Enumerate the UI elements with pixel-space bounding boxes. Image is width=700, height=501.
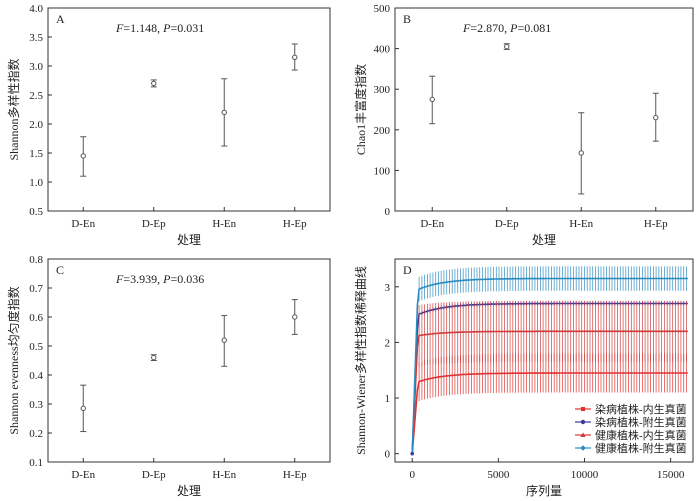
series-1 [411,353,688,454]
y-tick-label: 2.0 [29,119,43,131]
mean-point [80,405,86,412]
error-whiskers [418,266,687,302]
mean-point [292,314,298,320]
stat-annotation: F=1.148, P=0.031 [115,21,204,35]
y-tick-label: 0.2 [29,428,43,440]
y-axis-title: Shannon evenness均匀度指数 [6,286,21,434]
mean-point [429,96,435,103]
mean-point [221,109,227,116]
origin-point [410,451,415,456]
mean-point [151,80,157,87]
y-tick-label: 400 [374,44,391,56]
legend-label: 健康植株-附生真菌 [595,441,687,455]
mean-point [292,54,298,60]
panel-letter: D [403,263,412,277]
x-tick-label: H-Ep [283,469,307,481]
series-3 [411,300,688,454]
legend-marker [580,419,586,425]
stat-annotation: F=2.870, P=0.081 [462,21,551,35]
legend-label: 健康植株-内生真菌 [595,428,687,442]
x-tick-label: 5000 [487,469,510,481]
panel-letter: B [403,12,411,26]
error-whiskers [418,300,687,367]
mean-point [221,337,227,343]
rarefaction-curve [411,330,688,454]
y-tick-label: 0.4 [29,370,43,382]
legend-label: 染病植株-附生真菌 [595,415,687,429]
y-tick-label: 0 [385,206,391,218]
legend-label: 染病植株-内生真菌 [595,402,687,416]
legend-marker [580,432,586,437]
panel-letter: C [56,263,64,277]
mean-point [504,43,510,50]
y-tick-label: 1.5 [29,148,43,160]
x-tick-label: 10000 [571,469,599,481]
series-4 [411,266,688,454]
stat-annotation: F=3.939, P=0.036 [115,272,204,286]
y-tick-label: 0.8 [29,254,43,266]
y-tick-label: 0.5 [29,206,43,218]
mean-point [653,114,659,121]
x-axis-title: 处理 [177,233,201,247]
y-tick-label: 3.5 [29,32,43,44]
y-tick-label: 0.1 [29,457,43,469]
x-tick-label: H-En [212,469,236,481]
x-tick-label: 15000 [657,469,685,481]
plot-frame [394,7,694,212]
y-tick-label: 0.6 [29,312,43,324]
legend-marker [581,407,585,411]
legend-marker [580,445,586,451]
y-tick-label: 3 [385,282,391,294]
rarefaction-curve [411,372,688,454]
x-tick-label: D-En [71,469,95,481]
error-whiskers [418,353,687,401]
mean-point [151,354,157,361]
y-tick-label: 4.0 [29,3,43,15]
plot-frame [47,7,331,212]
x-tick-label: D-En [420,218,444,230]
y-tick-label: 500 [374,3,391,15]
plot-frame [47,258,331,463]
y-tick-label: 3.0 [29,61,43,73]
panel-C: C 0.1 0.2 0.3 0.4 0.5 0.6 0.7 0.8 Shannon evennes… [6,254,331,498]
y-tick-label: 100 [374,165,391,177]
y-tick-label: 1.0 [29,177,43,189]
x-tick-label: D-En [71,218,95,230]
plot-frame [394,258,694,463]
y-axis-title: Shannon多样性指数 [6,58,21,160]
y-tick-label: 2.5 [29,90,43,102]
y-tick-label: 0.7 [29,283,43,295]
x-tick-label: 0 [409,469,415,481]
mean-point [578,150,584,156]
panel-letter: A [56,12,65,26]
mean-point [80,153,86,159]
x-tick-label: H-En [212,218,236,230]
y-tick-label: 0.5 [29,341,43,353]
x-tick-label: H-Ep [283,218,307,230]
x-tick-label: H-En [569,218,593,230]
x-axis-title: 处理 [532,233,556,247]
y-tick-label: 200 [374,125,391,137]
x-tick-label: D-Ep [142,218,166,230]
x-tick-label: D-Ep [495,218,519,230]
y-tick-label: 0 [385,449,391,461]
rarefaction-curve [411,277,688,454]
y-tick-label: 2 [385,337,391,349]
y-tick-label: 1 [385,393,391,405]
y-tick-label: 300 [374,84,391,96]
x-tick-label: D-Ep [142,469,166,481]
y-axis-title: Chao1丰富度指数 [353,64,368,155]
y-axis-title: Shannon-Wiener多样性指数稀释曲线 [353,266,368,455]
x-axis-title: 序列量 [526,483,562,498]
x-tick-label: H-Ep [644,218,668,230]
x-axis-title: 处理 [177,484,201,498]
y-tick-label: 0.3 [29,399,43,411]
